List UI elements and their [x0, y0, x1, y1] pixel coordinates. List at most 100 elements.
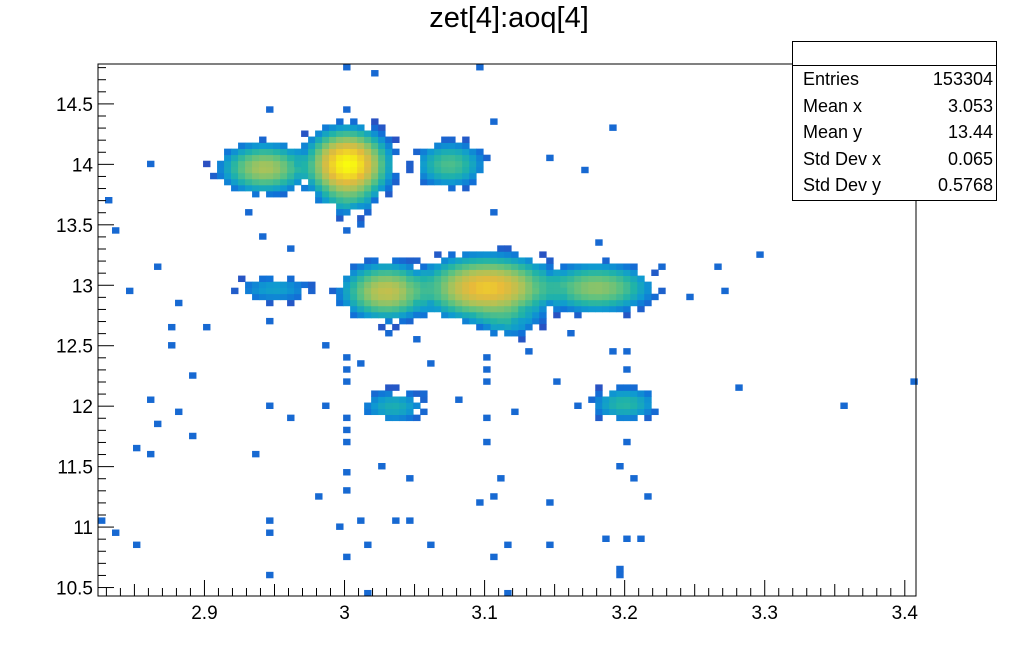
histogram-bin — [329, 142, 337, 150]
histogram-bin — [406, 311, 414, 319]
histogram-bin — [623, 263, 631, 270]
histogram-bin — [539, 275, 547, 283]
histogram-bin — [287, 172, 295, 180]
histogram-bin — [224, 154, 232, 162]
histogram-bin — [476, 299, 484, 307]
histogram-bin — [287, 245, 295, 252]
histogram-bin — [511, 305, 519, 313]
histogram-bin — [595, 293, 603, 301]
histogram-bin — [532, 269, 540, 276]
histogram-bin — [427, 360, 435, 367]
histogram-bin — [378, 136, 386, 143]
histogram-bin — [504, 589, 512, 597]
histogram-bin — [553, 293, 561, 301]
histogram-bin — [623, 311, 631, 319]
histogram-bin — [616, 275, 624, 283]
histogram-bin — [483, 293, 491, 301]
histogram-bin — [616, 414, 624, 422]
histogram-bin — [511, 323, 519, 331]
histogram-bin — [154, 263, 162, 270]
histogram-bin — [455, 311, 463, 319]
histogram-bin — [560, 305, 568, 313]
histogram-bin — [392, 148, 400, 156]
histogram-bin — [483, 311, 491, 319]
histogram-bin — [266, 160, 274, 168]
histogram-bin — [343, 148, 351, 156]
histogram-bin — [378, 463, 386, 470]
histogram-bin — [574, 311, 582, 319]
histogram-bin — [504, 293, 512, 301]
histogram-bin — [287, 281, 295, 289]
histogram-bin — [343, 136, 351, 143]
histogram-bin — [427, 166, 435, 174]
histogram-bin — [630, 414, 638, 422]
histogram-bin — [224, 178, 232, 186]
histogram-bin — [357, 124, 365, 131]
histogram-bin — [637, 402, 645, 409]
histogram-bin — [357, 166, 365, 174]
histogram-bin — [623, 390, 631, 397]
histogram-bin — [518, 281, 526, 289]
histogram-bin — [574, 293, 582, 301]
histogram-bin — [602, 263, 610, 270]
histogram-bin — [378, 154, 386, 162]
histogram-bin — [609, 348, 617, 355]
histogram-bin — [469, 251, 477, 258]
histogram-bin — [434, 148, 442, 156]
histogram-bin — [427, 269, 435, 276]
histogram-bin — [651, 269, 659, 276]
histogram-bin — [497, 263, 505, 270]
histogram-bin — [392, 396, 400, 403]
histogram-bin — [245, 172, 253, 180]
histogram-bin — [301, 184, 309, 192]
histogram-bin — [490, 299, 498, 307]
histogram-bin — [406, 475, 414, 482]
histogram-bin — [630, 396, 638, 403]
histogram-bin — [553, 299, 561, 307]
histogram-bin — [420, 160, 428, 168]
histogram-bin — [364, 311, 372, 319]
histogram-bin — [308, 172, 316, 180]
histogram-bin — [581, 263, 589, 270]
histogram-bin — [427, 287, 435, 295]
histogram-bin — [371, 263, 379, 270]
histogram-bin — [595, 299, 603, 307]
histogram-bin — [546, 281, 554, 289]
histogram-bin — [308, 287, 316, 295]
histogram-bin — [609, 124, 617, 131]
histogram-bin — [476, 311, 484, 319]
histogram-bin — [630, 281, 638, 289]
histogram-bin — [301, 166, 309, 174]
histogram-bin — [350, 142, 358, 150]
histogram-bin — [441, 275, 449, 283]
histogram-bin — [497, 287, 505, 295]
histogram-bin — [301, 281, 309, 289]
histogram-bin — [651, 408, 659, 416]
histogram-bin — [483, 438, 491, 446]
histogram-bin — [147, 396, 155, 403]
histogram-bin — [385, 160, 393, 168]
histogram-bin — [112, 227, 120, 234]
histogram-bin — [245, 142, 253, 150]
histogram-bin — [497, 275, 505, 283]
histogram-bin — [266, 190, 274, 198]
histogram-bin — [343, 160, 351, 168]
histogram-bin — [553, 305, 561, 313]
histogram-bin — [427, 293, 435, 301]
histogram-bin — [518, 311, 526, 319]
histogram-bin — [476, 257, 484, 264]
histogram-bin — [315, 172, 323, 180]
histogram-bin — [539, 323, 547, 331]
histogram-bin — [399, 402, 407, 409]
histogram-bin — [231, 287, 239, 295]
histogram-bin — [287, 160, 295, 168]
histogram-bin — [434, 275, 442, 283]
histogram-bin — [686, 293, 694, 301]
histogram-bin — [623, 384, 631, 391]
histogram-bin — [539, 269, 547, 276]
histogram-bin — [175, 299, 183, 307]
y-tick-label: 12 — [72, 397, 93, 418]
histogram-bin — [350, 269, 358, 276]
histogram-bin — [371, 136, 379, 143]
histogram-bin — [329, 190, 337, 198]
